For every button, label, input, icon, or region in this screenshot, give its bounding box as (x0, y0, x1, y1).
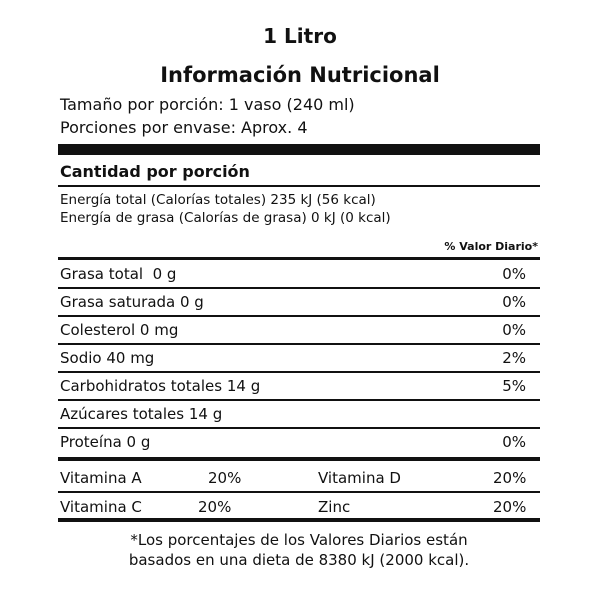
row-divider (58, 315, 540, 317)
serving-size: Tamaño por porción: 1 vaso (240 ml) (60, 95, 355, 114)
nutrient-row: Azúcares totales 14 g (58, 400, 540, 428)
nutrient-row: Sodio 40 mg 2% (58, 344, 540, 372)
nutrient-name: Azúcares totales 14 g (60, 405, 223, 423)
footnote: *Los porcentajes de los Valores Diarios … (58, 530, 540, 570)
row-divider (58, 371, 540, 373)
nutrient-name: Proteína 0 g (60, 433, 151, 451)
divider (58, 257, 540, 260)
nutrient-daily-value: 5% (502, 377, 526, 395)
amount-per-serving: Cantidad por porción (60, 162, 250, 181)
nutrient-row: Grasa saturada 0 g 0% (58, 288, 540, 316)
servings-per-container: Porciones por envase: Aprox. 4 (60, 118, 308, 137)
nutrient-daily-value: 0% (502, 321, 526, 339)
vitamin-daily-value: 20% (208, 469, 242, 487)
nutrient-row: Colesterol 0 mg 0% (58, 316, 540, 344)
vitamin-name: Zinc (318, 498, 351, 516)
nutrient-daily-value: 0% (502, 293, 526, 311)
vitamin-name: Vitamina A (60, 469, 142, 487)
thick-divider (58, 518, 540, 522)
nutrient-name: Carbohidratos totales 14 g (60, 377, 261, 395)
vitamin-daily-value: 20% (493, 498, 527, 516)
energy-total: Energía total (Calorías totales) 235 kJ … (60, 192, 376, 208)
label-heading: Información Nutricional (160, 63, 440, 87)
energy-fat: Energía de grasa (Calorías de grasa) 0 k… (60, 210, 391, 226)
vitamin-daily-value: 20% (198, 498, 232, 516)
nutrient-name: Grasa total 0 g (60, 265, 177, 283)
footnote-line: basados en una dieta de 8380 kJ (2000 kc… (128, 551, 470, 569)
nutrient-daily-value: 2% (502, 349, 526, 367)
thick-divider (58, 457, 540, 461)
thick-divider (58, 144, 540, 155)
nutrient-daily-value: 0% (502, 265, 526, 283)
divider (58, 491, 540, 493)
row-divider (58, 287, 540, 289)
vitamin-name: Vitamina C (60, 498, 142, 516)
nutrient-name: Colesterol 0 mg (60, 321, 179, 339)
vitamin-row: Vitamina C 20% Zinc 20% (58, 493, 540, 521)
footnote-line: *Los porcentajes de los Valores Diarios … (130, 531, 468, 549)
nutrient-name: Sodio 40 mg (60, 349, 155, 367)
product-size-title: 1 Litro (263, 24, 337, 48)
nutrient-name: Grasa saturada 0 g (60, 293, 204, 311)
nutrient-row: Proteína 0 g 0% (58, 428, 540, 456)
nutrient-daily-value: 0% (502, 433, 526, 451)
row-divider (58, 343, 540, 345)
vitamin-daily-value: 20% (493, 469, 527, 487)
row-divider (58, 427, 540, 429)
daily-value-header: % Valor Diario* (444, 240, 538, 253)
nutrient-row: Grasa total 0 g 0% (58, 260, 540, 288)
divider (58, 185, 540, 187)
vitamin-row: Vitamina A 20% Vitamina D 20% (58, 464, 540, 492)
vitamin-name: Vitamina D (318, 469, 401, 487)
nutrient-row: Carbohidratos totales 14 g 5% (58, 372, 540, 400)
row-divider (58, 399, 540, 401)
